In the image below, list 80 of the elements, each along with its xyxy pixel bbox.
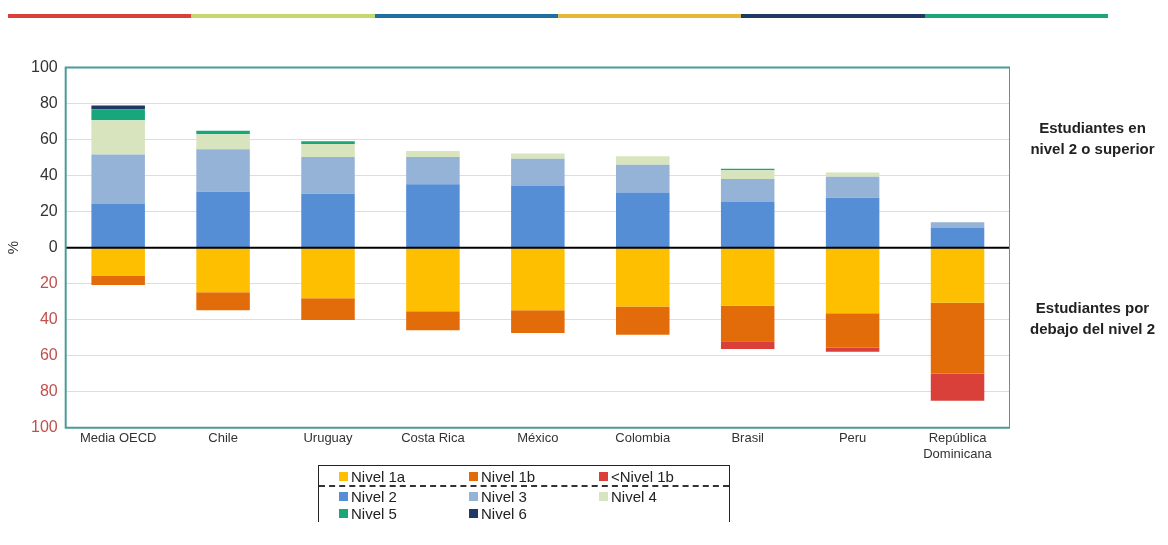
bar xyxy=(406,311,460,331)
bar xyxy=(825,313,880,348)
bar xyxy=(930,302,985,374)
bar xyxy=(196,191,250,248)
bar xyxy=(301,141,355,144)
x-tick-label: Media OECD xyxy=(79,430,157,446)
legend-label: Nivel 2 xyxy=(351,488,397,505)
bar xyxy=(825,197,880,248)
bar xyxy=(406,184,460,248)
y-tick-label: 100 xyxy=(30,58,58,76)
text: Estudiantes en nivel 2 o superior xyxy=(1029,117,1156,159)
legend-label: Nivel 1a xyxy=(351,468,406,485)
y-tick-label: 40 xyxy=(39,310,58,328)
y-tick-label: 20 xyxy=(39,274,58,292)
bar xyxy=(511,185,565,248)
y-tick-label: 80 xyxy=(39,382,58,400)
bar xyxy=(406,248,460,312)
legend-label: Nivel 5 xyxy=(351,505,397,522)
bar xyxy=(91,275,145,285)
x-tick-label: República Dominicana xyxy=(923,430,993,461)
x-tick-label: Uruguay xyxy=(303,430,354,446)
bar xyxy=(301,298,355,321)
bar xyxy=(91,154,145,204)
bar xyxy=(616,306,670,335)
bar xyxy=(196,134,250,150)
x-tick-label: Chile xyxy=(208,430,238,446)
y-tick-label: 60 xyxy=(39,346,58,364)
bar xyxy=(616,164,670,193)
bar xyxy=(91,248,145,276)
bar xyxy=(301,248,355,299)
bar xyxy=(196,149,250,192)
bar xyxy=(825,172,880,177)
y-tick-label: 40 xyxy=(39,166,58,184)
y-tick-label: 100 xyxy=(30,418,58,436)
bar xyxy=(91,203,145,248)
bar xyxy=(301,156,355,194)
x-tick-label: Costa Rica xyxy=(401,430,466,446)
bar xyxy=(616,192,670,248)
x-tick-label: México xyxy=(517,430,559,446)
bar xyxy=(196,292,250,311)
y-tick-label: 20 xyxy=(39,202,58,220)
legend-label: <Nivel 1b xyxy=(611,468,674,485)
x-tick-label: Peru xyxy=(838,430,867,446)
y-tick-label: 80 xyxy=(39,94,58,112)
bar xyxy=(720,170,775,179)
y-tick-label: 60 xyxy=(39,130,58,148)
bar xyxy=(91,120,145,155)
bar xyxy=(720,248,775,306)
bar xyxy=(825,176,880,198)
bar xyxy=(930,248,985,303)
bar xyxy=(196,248,250,293)
bar xyxy=(511,248,565,311)
bar xyxy=(616,156,670,165)
bar xyxy=(616,248,670,307)
bar xyxy=(930,373,985,401)
x-tick-label: Brasil xyxy=(731,430,765,446)
y-tick-label: 0 xyxy=(48,238,58,256)
text: Estudiantes por debajo del nivel 2 xyxy=(1028,297,1156,339)
y-axis-title: % xyxy=(4,241,22,255)
bar xyxy=(406,156,460,185)
x-tick-label: Colombia xyxy=(615,430,671,446)
legend-label: Nivel 1b xyxy=(481,468,536,485)
bar xyxy=(930,222,985,228)
bar xyxy=(511,310,565,333)
bar xyxy=(511,153,565,159)
bar xyxy=(301,193,355,248)
bar xyxy=(825,248,880,314)
legend-label: Nivel 3 xyxy=(481,488,527,505)
bar xyxy=(930,227,985,248)
bar xyxy=(91,109,145,121)
bar xyxy=(720,305,775,342)
bar xyxy=(720,178,775,202)
bar xyxy=(406,150,460,157)
bar xyxy=(825,347,880,352)
bar xyxy=(720,201,775,248)
bar xyxy=(511,158,565,186)
bar xyxy=(301,143,355,157)
bar xyxy=(720,341,775,349)
legend-label: Nivel 4 xyxy=(611,488,657,505)
legend-label: Nivel 6 xyxy=(481,505,527,522)
